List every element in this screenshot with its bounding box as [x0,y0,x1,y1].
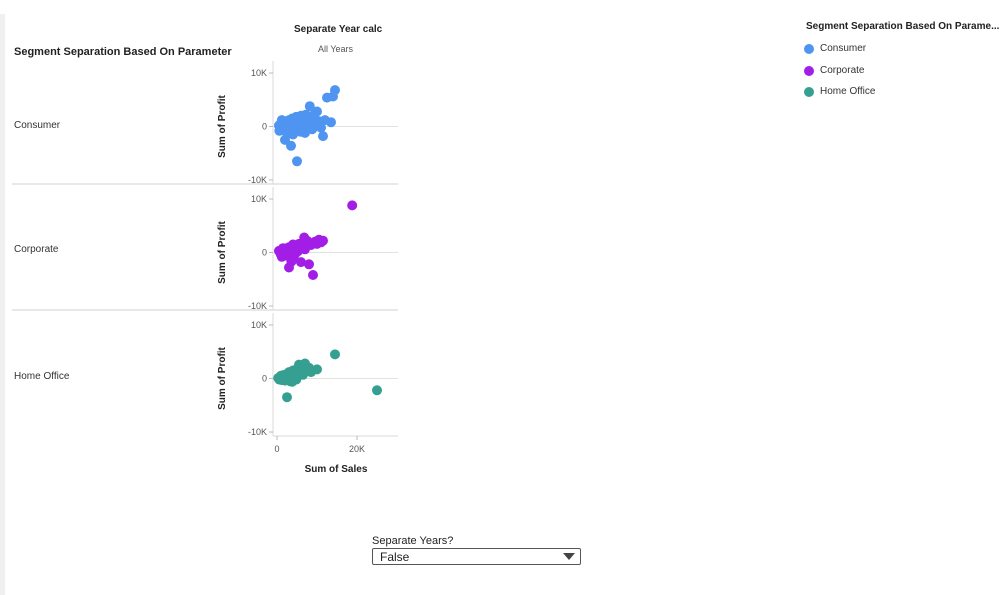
y-tick-label: 10K [251,194,267,204]
data-point [326,117,336,128]
data-point [274,125,285,136]
legend-item-consumer[interactable]: Consumer [804,43,866,54]
y-tick-label: -10K [248,301,267,311]
legend-dot-home-office [804,86,814,97]
left-edge-strip [0,14,5,595]
data-point [330,349,340,360]
data-point [299,232,310,243]
data-point [291,374,302,385]
data-point [292,246,303,257]
row-label-corporate: Corporate [14,244,59,255]
data-point [304,259,314,270]
y-tick-label: 0 [262,122,267,132]
y-tick-label: 0 [262,248,267,258]
data-point [282,392,292,403]
data-point [311,120,322,131]
y-tick-label: -10K [248,175,267,185]
chart-title: Separate Year calc [294,24,383,35]
legend-dot-consumer [804,43,814,54]
separate-years-dropdown[interactable]: False [372,548,581,565]
data-point [276,370,286,381]
chevron-down-icon[interactable] [563,553,575,560]
dropdown-value: False [380,550,410,564]
data-point [372,385,382,396]
chart-subtitle: All Years [318,44,354,54]
data-point [312,106,322,117]
data-point [282,127,292,138]
y-axis-title: Sum of Profit [217,94,228,157]
y-tick-label: -10K [248,427,267,437]
data-point [312,364,322,375]
data-point [304,101,315,112]
y-axis-title: Sum of Profit [217,346,228,409]
data-point [318,131,328,142]
legend-title: Segment Separation Based On Parame... [806,21,1000,32]
legend-label-consumer: Consumer [820,43,867,54]
data-point [274,247,285,257]
y-axis-title: Sum of Profit [217,220,228,283]
data-point [286,256,297,267]
data-point [276,115,287,126]
data-point [347,200,358,211]
legend-label-corporate: Corporate [820,65,865,76]
y-tick-label: 10K [251,320,267,330]
row-label-home-office: Home Office [14,371,70,382]
data-point [292,156,302,167]
legend-dot-corporate [804,65,814,76]
x-axis-title: Sum of Sales [305,464,368,475]
y-tick-label: 0 [262,374,267,384]
data-point [285,119,296,130]
legend-label-home-office: Home Office [820,86,876,97]
row-label-consumer: Consumer [14,120,61,131]
data-point [296,257,306,268]
x-tick-label: 0 [274,444,279,454]
data-point [318,235,328,246]
row-header: Segment Separation Based On Parameter [14,46,232,58]
legend-item-home-office[interactable]: Home Office [804,86,875,97]
y-tick-label: 10K [251,68,267,78]
data-point [330,85,340,96]
parameter-label: Separate Years? [372,535,454,547]
x-tick-label: 20K [349,444,365,454]
data-point [296,126,306,137]
legend-item-corporate[interactable]: Corporate [804,65,864,76]
data-point [308,270,318,280]
